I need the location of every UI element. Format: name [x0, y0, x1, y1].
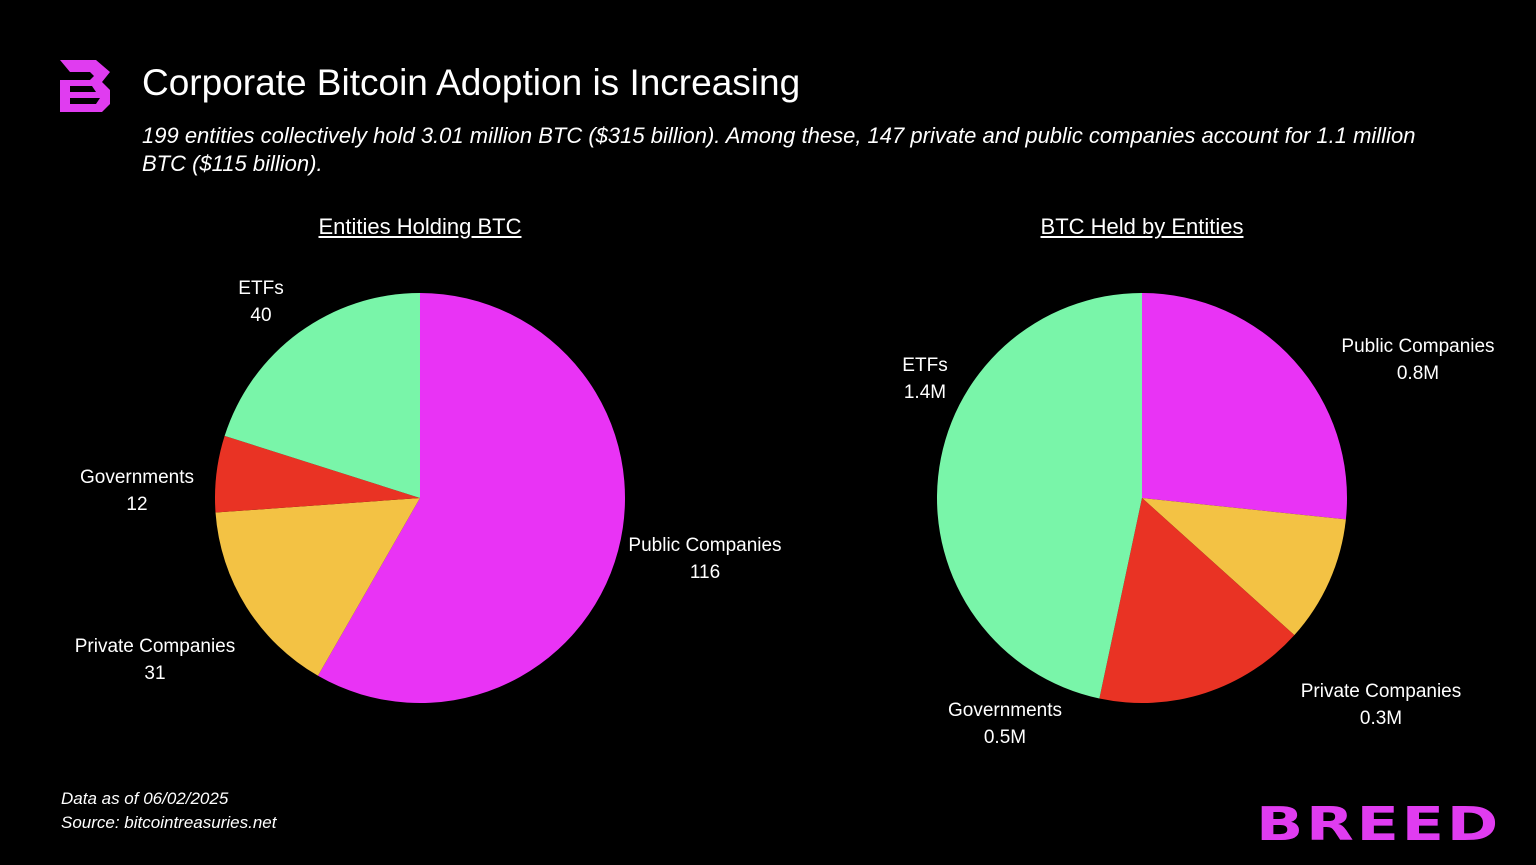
chart-title-entities: Entities Holding BTC: [318, 214, 522, 239]
data-label-governments: Governments 12: [79, 467, 195, 515]
pie-slice-governments: [215, 435, 420, 513]
page-title: Corporate Bitcoin Adoption is Increasing: [142, 62, 801, 103]
data-label-etfs: ETFs 1.4M: [902, 355, 948, 403]
pie-slice-etfs: [936, 293, 1142, 699]
data-label-public-companies: Public Companies 0.8M: [1341, 336, 1495, 384]
data-date: Data as of 06/02/2025: [61, 789, 229, 808]
pie-slice-public-companies: [1142, 293, 1347, 520]
pie-slice-private-companies: [215, 498, 420, 676]
data-label-etfs: ETFs 40: [238, 278, 284, 326]
footer-notes: Data as of 06/02/2025 Source: bitcointre…: [61, 787, 276, 835]
breed-wordmark-logo: BREED: [1256, 797, 1502, 851]
data-source: Source: bitcointreasuries.net: [61, 813, 277, 832]
data-label-private-companies: Private Companies 31: [74, 636, 236, 684]
breed-logo-icon: [60, 60, 110, 112]
data-label-public-companies: Public Companies 116: [628, 535, 782, 583]
pie-slice-public-companies: [317, 293, 626, 704]
data-label-private-companies: Private Companies 0.3M: [1300, 681, 1462, 729]
pie-slice-private-companies: [1142, 498, 1346, 636]
pie-slice-etfs: [224, 293, 420, 498]
page-subtitle: 199 entities collectively hold 3.01 mill…: [142, 123, 1416, 176]
pie-slice-governments: [1099, 498, 1295, 703]
chart-title-btc-held: BTC Held by Entities: [1040, 214, 1244, 239]
data-label-governments: Governments 0.5M: [947, 700, 1063, 748]
